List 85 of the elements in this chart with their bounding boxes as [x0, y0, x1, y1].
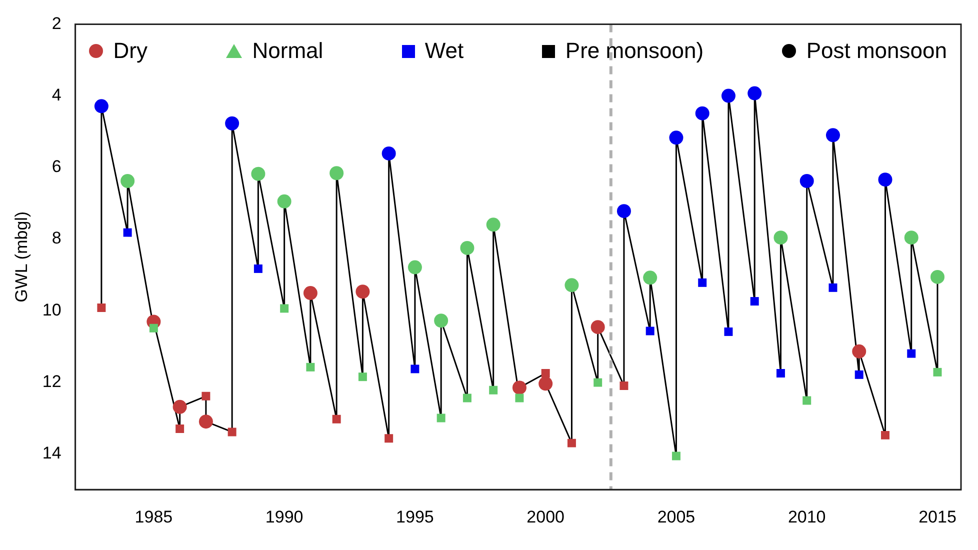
- point: [149, 324, 158, 332]
- point: [774, 230, 788, 245]
- point: [123, 228, 132, 237]
- point: [202, 392, 210, 400]
- point: [382, 146, 396, 160]
- point: [669, 130, 684, 145]
- point: [646, 326, 654, 336]
- point: [802, 396, 812, 405]
- point: [410, 364, 420, 374]
- point: [176, 424, 184, 433]
- point: [489, 386, 498, 394]
- point: [332, 414, 341, 424]
- x-tick-label: 2000: [526, 507, 564, 526]
- point: [594, 378, 602, 387]
- point: [198, 414, 213, 429]
- legend-label: Post monsoon: [806, 38, 947, 64]
- point: [826, 128, 840, 142]
- y-tick-label: 4: [52, 85, 62, 104]
- point: [486, 218, 500, 232]
- point: [724, 327, 733, 336]
- x-tick-label: 1990: [265, 507, 304, 526]
- point: [462, 394, 472, 402]
- y-axis-title: GWL (mbgl): [12, 211, 31, 302]
- point: [225, 116, 240, 130]
- y-tick-label: 12: [42, 372, 62, 391]
- point: [330, 166, 344, 180]
- point: [251, 166, 266, 181]
- point: [515, 394, 524, 402]
- point: [800, 174, 814, 188]
- point: [672, 452, 680, 460]
- x-tick-label: 2005: [657, 507, 696, 526]
- point: [460, 240, 474, 255]
- point: [94, 99, 108, 114]
- point: [434, 314, 448, 328]
- point: [567, 438, 576, 448]
- point: [695, 106, 710, 120]
- point: [854, 370, 864, 379]
- point: [907, 349, 916, 358]
- x-tick-label: 1995: [396, 507, 434, 526]
- point: [933, 368, 942, 376]
- point: [120, 174, 135, 188]
- y-tick-label: 8: [52, 228, 62, 248]
- point: [590, 320, 605, 334]
- y-tick-label: 2: [52, 14, 62, 33]
- point: [254, 264, 262, 273]
- point: [512, 380, 526, 395]
- point: [97, 303, 106, 312]
- point: [748, 86, 762, 100]
- legend-label: Pre monsoon): [565, 38, 704, 64]
- point: [904, 230, 918, 245]
- point: [643, 270, 658, 285]
- point: [750, 297, 759, 306]
- legend-label: Dry: [113, 38, 148, 64]
- legend-label: Wet: [424, 38, 464, 64]
- x-tick-label: 2010: [788, 507, 826, 526]
- point: [698, 278, 707, 287]
- y-tick-label: 6: [52, 157, 62, 176]
- point: [228, 428, 236, 436]
- point: [541, 369, 550, 378]
- point: [436, 414, 446, 422]
- point: [620, 382, 628, 390]
- y-tick-label: 14: [42, 443, 62, 462]
- point: [280, 304, 289, 313]
- point: [852, 344, 866, 358]
- x-tick-label: 2015: [918, 507, 956, 526]
- x-tick-label: 1985: [134, 507, 173, 526]
- point: [878, 172, 892, 187]
- point: [564, 278, 579, 292]
- legend-label: Normal: [252, 38, 324, 64]
- point: [358, 372, 367, 382]
- point: [306, 362, 315, 372]
- y-tick-label: 10: [42, 300, 62, 320]
- point: [538, 376, 553, 391]
- point: [616, 204, 631, 218]
- point: [356, 284, 370, 299]
- point: [172, 400, 187, 414]
- point: [776, 369, 785, 378]
- point: [930, 270, 944, 284]
- point: [303, 286, 318, 300]
- point: [721, 88, 736, 103]
- point: [828, 283, 838, 292]
- point: [384, 434, 394, 443]
- point: [408, 260, 422, 274]
- point: [880, 430, 890, 440]
- point: [277, 194, 292, 208]
